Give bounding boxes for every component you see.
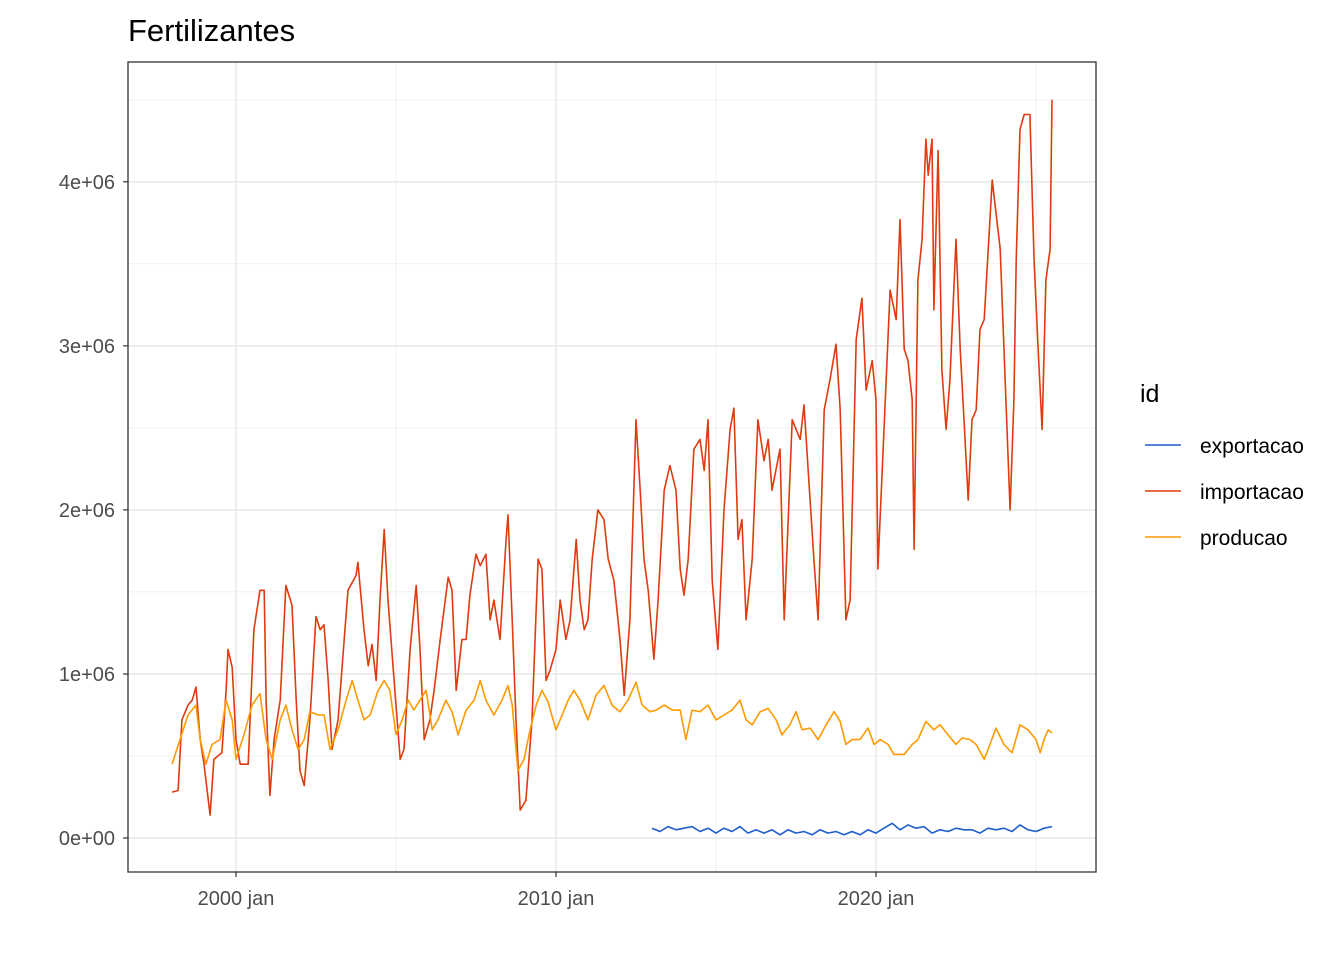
series-line-producao [171,679,1053,772]
plot-border [127,61,1097,873]
chart-title: Fertilizantes [128,13,295,48]
axes: 0e+00 1e+06 2e+06 3e+06 4e+06 2000 jan 2010 ja… [59,172,915,910]
series-line-importacao [171,99,1053,816]
legend-label-producao: producao [1200,527,1288,550]
y-tick-label: 0e+00 [59,828,115,850]
x-tick-label: 2010 jan [518,888,595,910]
x-tick-label: 2020 jan [838,888,915,910]
x-tick-label: 2000 jan [198,888,275,910]
series-lines [171,99,1053,836]
legend-label-importacao: importacao [1200,481,1304,504]
grid [128,62,1096,872]
y-tick-label: 2e+06 [59,500,115,522]
y-tick-label: 4e+06 [59,172,115,194]
y-tick-label: 1e+06 [59,664,115,686]
legend: id exportacao importacao producao [1140,380,1304,550]
y-tick-label: 3e+06 [59,336,115,358]
series-line-exportacao [651,822,1053,836]
legend-title: id [1140,380,1159,408]
legend-label-exportacao: exportacao [1200,435,1304,458]
plot-background [128,62,1096,872]
